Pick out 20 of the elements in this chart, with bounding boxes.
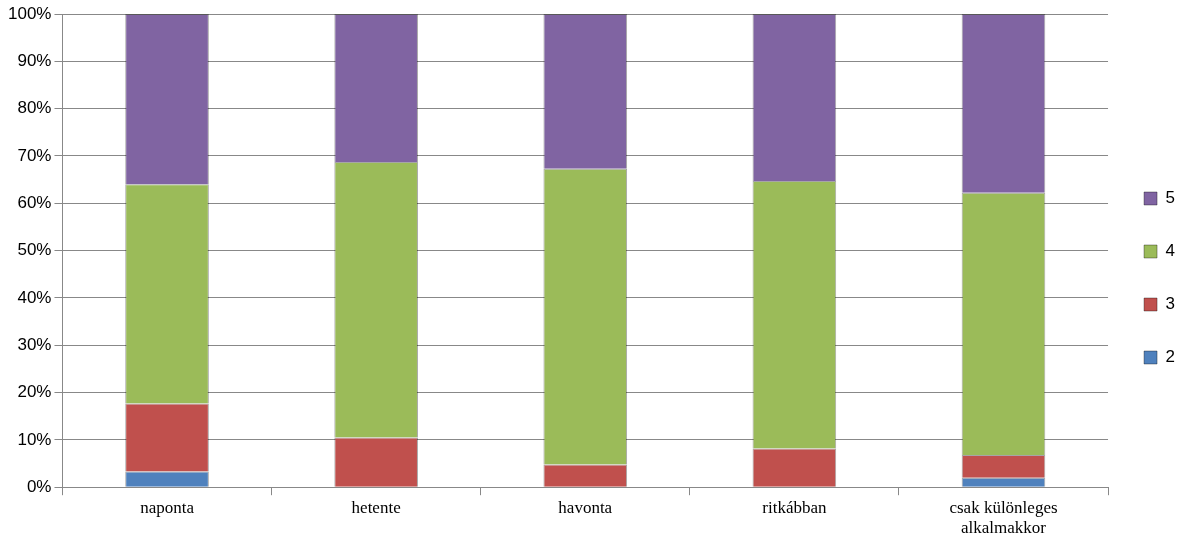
y-tick-label: 40% xyxy=(17,287,52,307)
x-tick-label: csak különleges alkalmakkor xyxy=(949,497,1058,538)
y-tick-label: 30% xyxy=(17,334,52,354)
y-tick-label: 10% xyxy=(17,429,52,449)
y-tick-label: 90% xyxy=(17,51,52,71)
legend-label: 5 xyxy=(1165,188,1176,208)
x-tick-label: naponta xyxy=(140,497,195,517)
y-tick-label: 20% xyxy=(17,382,52,402)
y-tick-label: 70% xyxy=(17,145,52,165)
y-tick-label: 100% xyxy=(8,3,52,23)
x-tick-label: ritkábban xyxy=(762,497,827,517)
x-tick-label: havonta xyxy=(558,497,613,517)
y-tick-label: 50% xyxy=(17,240,52,260)
legend-label: 4 xyxy=(1165,241,1176,261)
y-tick-label: 80% xyxy=(17,98,52,118)
x-tick-label: hetente xyxy=(351,497,401,517)
y-tick-label: 0% xyxy=(26,476,52,496)
legend-label: 2 xyxy=(1165,347,1176,367)
y-tick-label: 60% xyxy=(17,192,52,212)
legend-label: 3 xyxy=(1165,294,1176,314)
